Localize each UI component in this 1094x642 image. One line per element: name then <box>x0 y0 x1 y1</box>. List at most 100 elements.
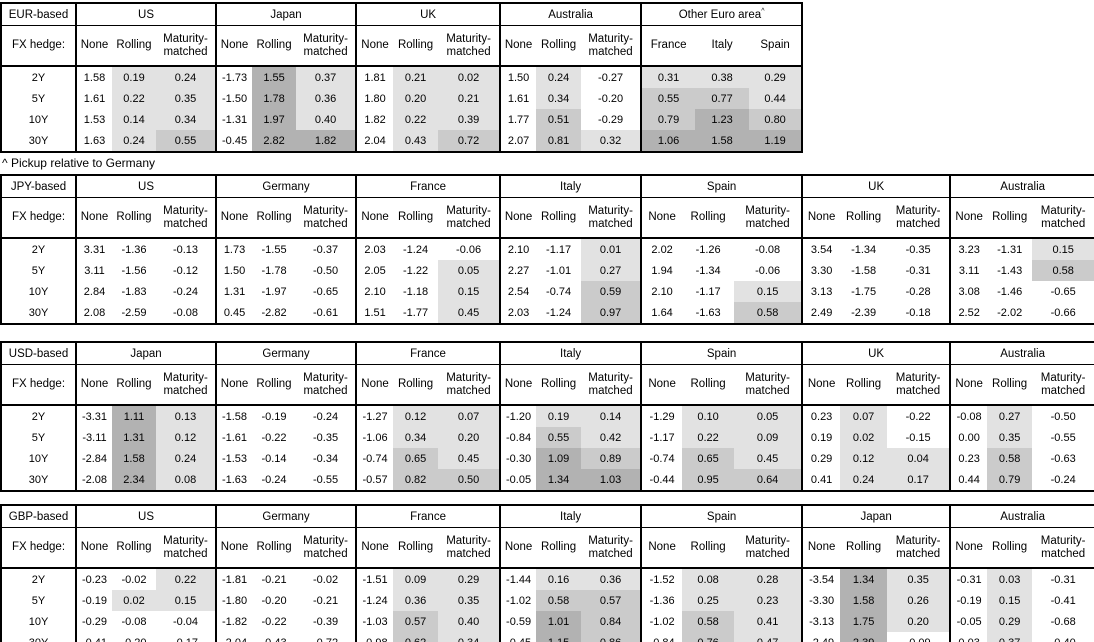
value-cell: -1.43 <box>997 264 1023 277</box>
value-cell: -1.80 <box>215 590 253 611</box>
value-cell: -1.56 <box>121 264 147 277</box>
maturity-row-label: 10Y <box>1 448 77 469</box>
value-cell: -0.61 <box>313 306 339 319</box>
value-cell: 0.02 <box>840 427 888 448</box>
value-cell: 0.43 <box>393 130 439 152</box>
hedge-type-header: Rolling <box>536 197 582 239</box>
value-cell: 0.12 <box>840 448 888 469</box>
maturity-row-label: 5Y <box>1 590 77 611</box>
country-header: Germany <box>215 505 357 528</box>
value-cell: 0.19 <box>112 66 156 88</box>
hedge-type-header: Maturity-matched <box>581 364 642 406</box>
value-cell: -0.34 <box>312 452 339 465</box>
value-cell: -0.24 <box>312 410 339 423</box>
hedge-type-header: Rolling <box>840 364 888 406</box>
maturity-row-label: 10Y <box>1 611 77 632</box>
value-cell: 2.10 <box>355 281 394 302</box>
hedge-type-header: None <box>215 364 253 406</box>
value-cell: 1.58 <box>695 130 750 152</box>
value-cell: 0.45 <box>734 448 803 469</box>
maturity-row-label: 30Y <box>1 469 77 491</box>
value-cell: -0.08 <box>949 405 988 427</box>
value-cell: -0.08 <box>755 243 781 256</box>
maturity-row-label: 5Y <box>1 427 77 448</box>
value-cell: 0.15 <box>438 281 501 302</box>
value-cell: -1.20 <box>499 405 537 427</box>
value-cell: 0.35 <box>438 590 501 611</box>
hedge-type-header: Maturity-matched <box>156 197 217 239</box>
value-cell: -0.19 <box>261 410 287 423</box>
value-cell: -2.59 <box>121 306 147 319</box>
value-cell: 0.59 <box>581 281 642 302</box>
hedge-type-header: Rolling <box>536 364 582 406</box>
hedge-type-header: Rolling <box>393 364 439 406</box>
value-cell: -0.98 <box>355 632 394 642</box>
value-cell: 2.03 <box>499 302 537 324</box>
value-cell: 0.41 <box>801 469 841 491</box>
maturity-row-label: 2Y <box>1 66 77 88</box>
value-cell: -0.23 <box>75 568 112 590</box>
value-cell: -1.73 <box>215 66 253 88</box>
value-cell: -1.17 <box>695 285 721 298</box>
hedge-type-header: None <box>355 197 394 239</box>
value-cell: -2.84 <box>75 448 112 469</box>
value-cell: 2.08 <box>75 302 112 324</box>
value-cell: 0.01 <box>581 238 642 260</box>
value-cell: -1.58 <box>851 264 877 277</box>
maturity-row-label: 2Y <box>1 568 77 590</box>
value-cell: 1.19 <box>749 130 803 152</box>
value-cell: 0.10 <box>682 405 735 427</box>
hedge-type-header: Rolling <box>682 197 735 239</box>
hedge-type-header: Rolling <box>682 364 735 406</box>
hedge-type-header: Rolling <box>987 364 1033 406</box>
country-header: Spain <box>640 175 803 198</box>
value-cell: -1.02 <box>640 611 683 632</box>
hedge-type-header: Maturity-matched <box>887 364 951 406</box>
value-cell: 3.08 <box>949 281 988 302</box>
country-header: US <box>74 3 217 26</box>
value-cell: 3.31 <box>75 238 112 260</box>
value-cell: 0.57 <box>581 590 642 611</box>
country-header: Germany <box>215 175 357 198</box>
country-header: France <box>355 175 501 198</box>
hedge-type-header: Rolling <box>112 527 156 569</box>
value-cell: 0.62 <box>393 632 439 642</box>
value-cell: 1.58 <box>75 66 112 88</box>
value-cell: 0.23 <box>734 590 803 611</box>
hedge-type-header: Maturity-matched <box>296 527 357 569</box>
value-cell: -0.20 <box>598 92 624 105</box>
hedge-type-header: Maturity-matched <box>296 25 357 67</box>
value-cell: -1.31 <box>215 109 253 130</box>
value-cell: -0.74 <box>546 285 572 298</box>
hedge-type-header: Rolling <box>393 527 439 569</box>
hedge-type-header: Rolling <box>112 25 156 67</box>
value-cell: 0.82 <box>393 469 439 491</box>
value-cell: -1.63 <box>215 469 253 491</box>
value-cell: -1.17 <box>640 427 683 448</box>
country-header: Japan <box>801 505 951 528</box>
value-cell: 1.50 <box>499 66 537 88</box>
base-currency-label: USD-based <box>1 342 77 365</box>
value-cell: 0.19 <box>536 405 582 427</box>
value-cell: 0.64 <box>734 469 803 491</box>
hedge-type-header: None <box>499 25 537 67</box>
value-cell: 1.97 <box>252 109 297 130</box>
value-cell: 1.34 <box>840 568 888 590</box>
hedge-type-header: Rolling <box>252 364 297 406</box>
value-cell: 1.01 <box>536 611 582 632</box>
maturity-row-label: 5Y <box>1 88 77 109</box>
country-header: UK <box>801 175 951 198</box>
value-cell: -1.55 <box>261 243 287 256</box>
value-cell: -1.44 <box>499 568 537 590</box>
value-cell: 0.45 <box>438 302 501 324</box>
value-cell: 0.22 <box>156 568 217 590</box>
value-cell: 0.31 <box>640 66 696 88</box>
value-cell: 0.20 <box>393 88 439 109</box>
value-cell: 0.45 <box>438 448 501 469</box>
value-cell: -1.75 <box>851 285 877 298</box>
value-cell: 0.00 <box>949 427 988 448</box>
value-cell: 0.58 <box>536 590 582 611</box>
value-cell: 0.58 <box>734 302 803 324</box>
country-header: US <box>74 175 217 198</box>
